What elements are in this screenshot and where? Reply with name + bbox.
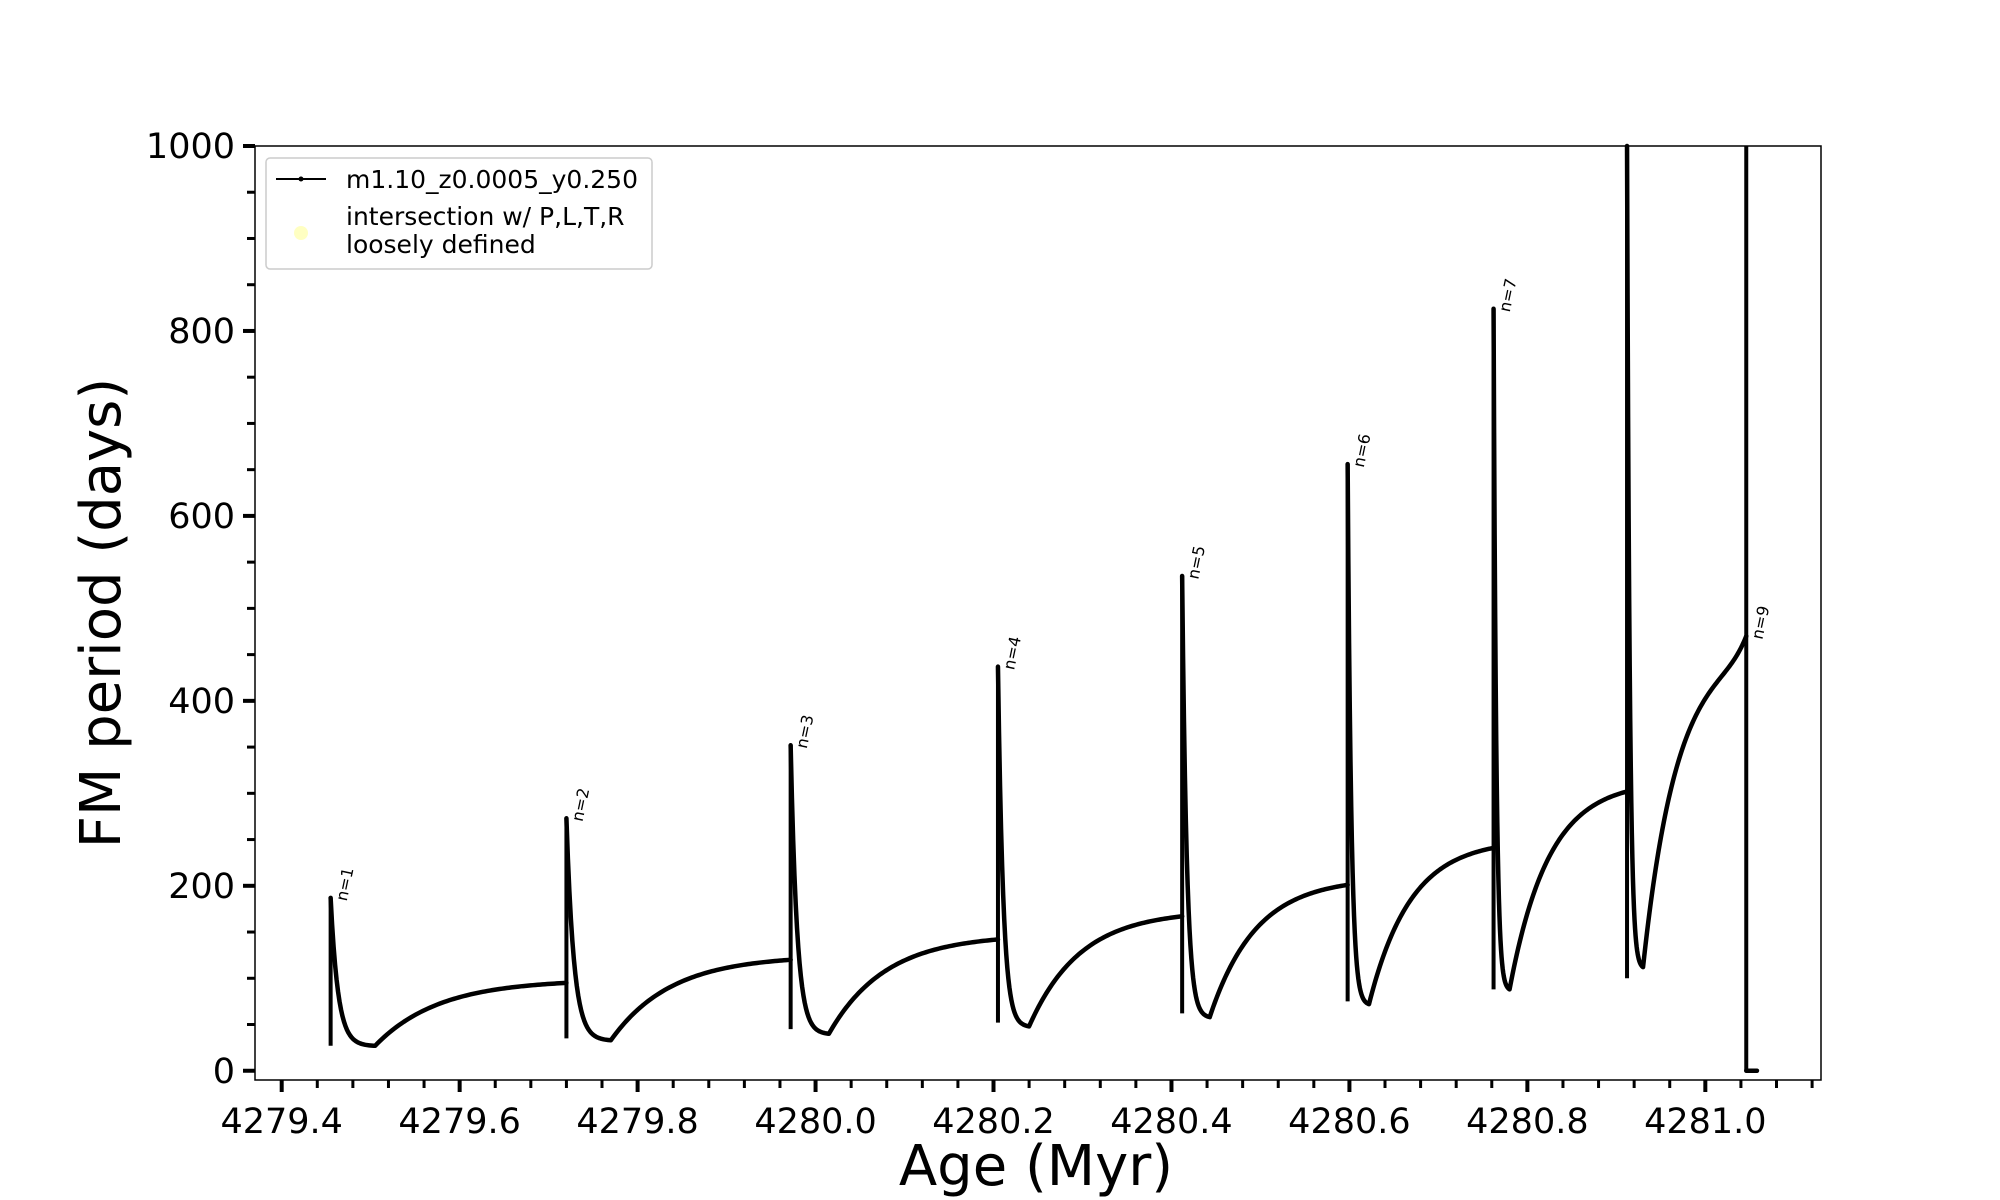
x-tick-label: 4279.6 — [398, 1102, 520, 1142]
annotation-layer: n=1n=2n=3n=4n=5n=6n=7n=9 — [332, 277, 1773, 903]
series-segment — [1179, 573, 1350, 1020]
series-segment — [1345, 461, 1496, 1007]
plot-frame — [254, 145, 1822, 1081]
series-segment — [564, 816, 793, 1043]
series-segment — [995, 664, 1185, 1029]
series-segment — [328, 895, 569, 1049]
series-segment — [1491, 306, 1630, 992]
x-tick-label: 4279.4 — [220, 1102, 342, 1142]
x-axis: 4279.4 4279.6 4279.8 4280.0 4280.2 4280.4 4280… — [220, 1080, 1814, 1142]
y-tick-label: 600 — [168, 497, 235, 537]
legend-line-marker — [298, 176, 304, 182]
y-tick-label: 800 — [168, 312, 235, 352]
y-tick-label: 200 — [168, 867, 235, 907]
series-layer — [328, 143, 1760, 1073]
legend-circle-swatch — [294, 226, 308, 240]
legend-label-intersection-line2: loosely defined — [346, 230, 536, 259]
legend-box — [265, 157, 653, 270]
legend-label-intersection-line1: intersection w/ P,L,T,R — [346, 202, 625, 231]
y-axis-label: FM period (days) — [69, 378, 134, 848]
x-tick-label: 4281.0 — [1644, 1102, 1766, 1142]
x-tick-label: 4280.2 — [932, 1102, 1054, 1142]
x-tick-label: 4280.6 — [1288, 1102, 1410, 1142]
x-tick-label: 4280.0 — [754, 1102, 876, 1142]
x-tick-label: 4280.8 — [1466, 1102, 1588, 1142]
x-tick-label: 4280.4 — [1110, 1102, 1232, 1142]
y-axis: 0 200 400 600 800 1000 — [146, 127, 255, 1092]
x-axis-label: Age (Myr) — [899, 1134, 1173, 1199]
series-segment — [1624, 143, 1749, 970]
y-tick-label: 0 — [213, 1052, 235, 1092]
x-tick-label: 4279.8 — [576, 1102, 698, 1142]
y-tick-label: 1000 — [146, 127, 235, 167]
legend: m1.10_z0.0005_y0.250 intersection w/ P,L… — [265, 157, 653, 270]
y-tick-label: 400 — [168, 682, 235, 722]
series-segment — [788, 742, 1001, 1037]
legend-label-series: m1.10_z0.0005_y0.250 — [346, 165, 638, 194]
